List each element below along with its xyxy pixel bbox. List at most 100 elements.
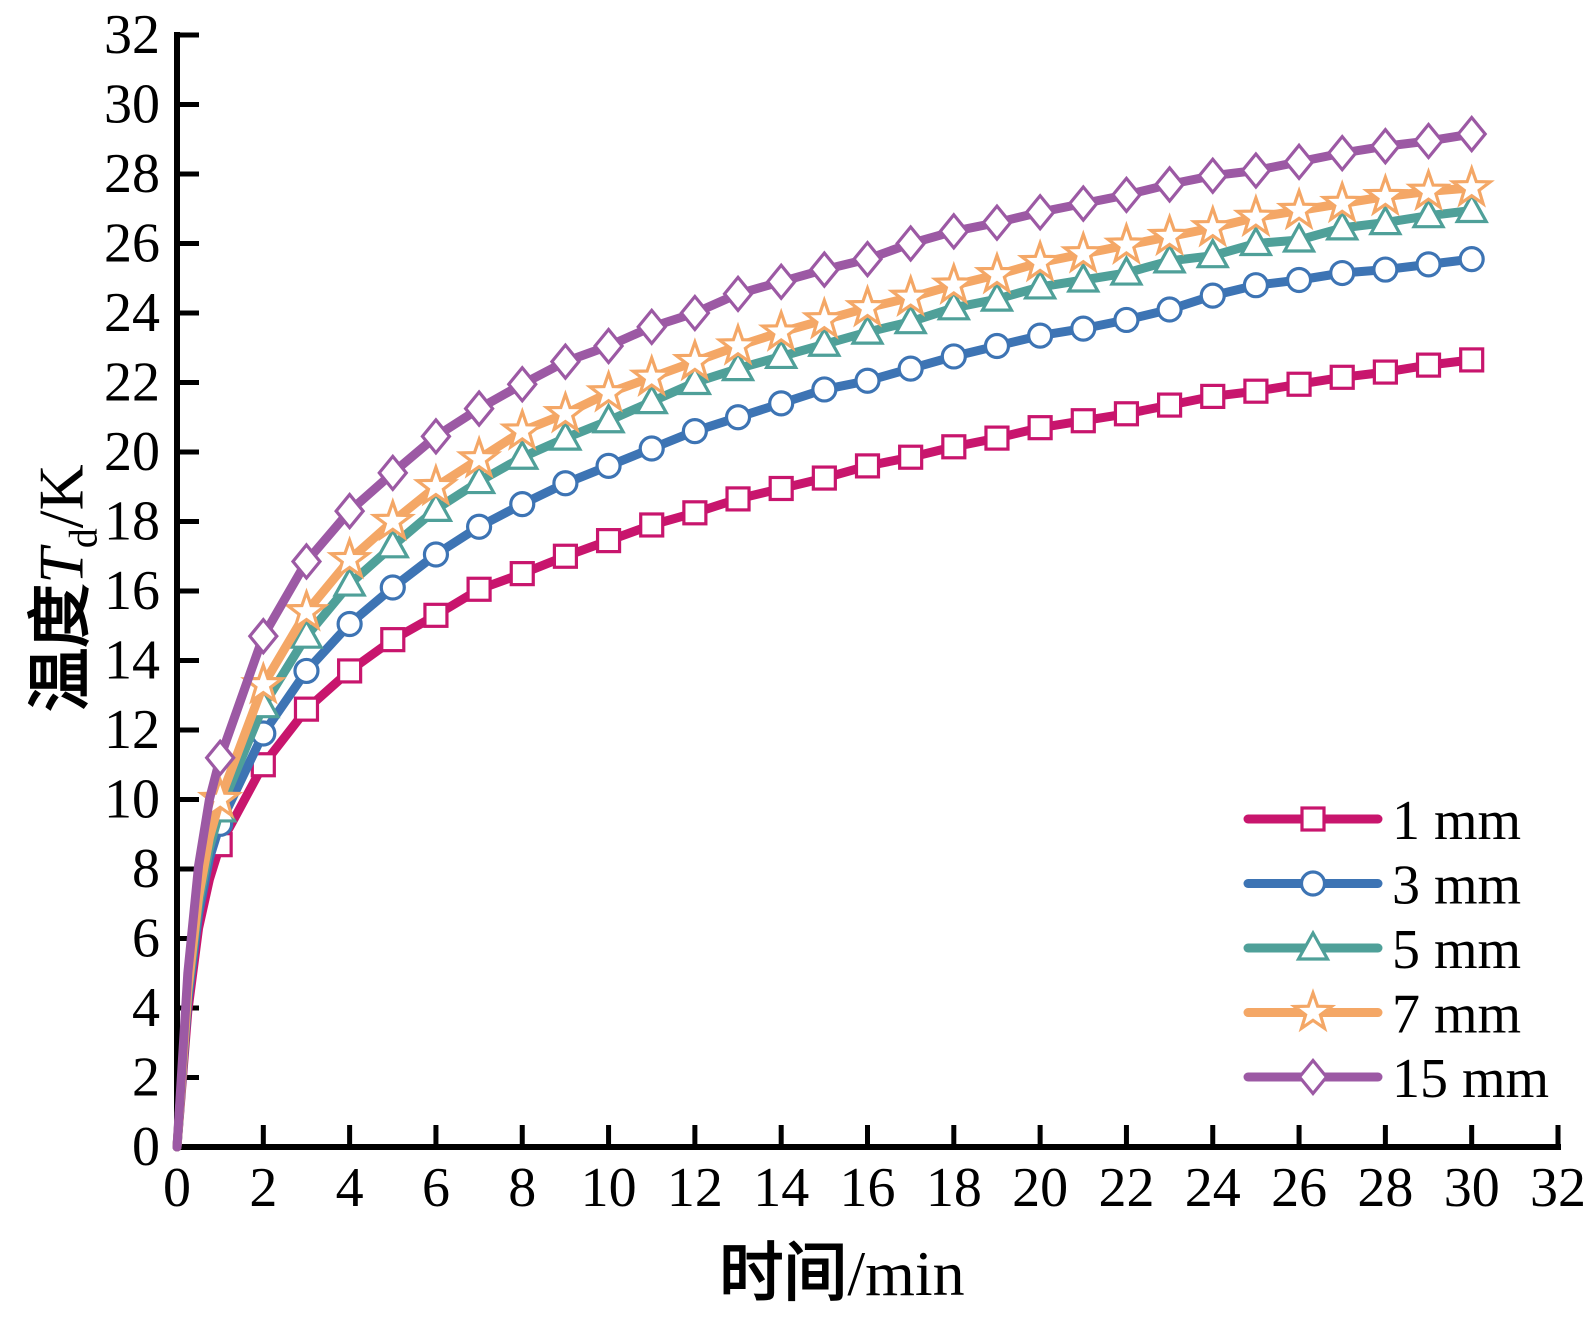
square-marker	[725, 486, 751, 512]
diamond-marker	[334, 492, 366, 531]
square-marker	[898, 444, 924, 470]
y-tick-label: 4	[132, 977, 160, 1039]
diamond-marker	[1283, 142, 1315, 181]
square-marker	[768, 475, 794, 502]
square-marker	[639, 512, 665, 538]
triangle-marker	[807, 325, 842, 357]
square-marker	[552, 543, 579, 569]
circle-marker	[509, 491, 536, 518]
circle-marker	[465, 513, 493, 540]
star-marker	[542, 389, 589, 434]
diamond-marker	[1110, 175, 1143, 214]
triangle-marker	[1066, 261, 1101, 293]
square-marker	[1329, 364, 1355, 390]
diamond-marker	[1154, 165, 1186, 204]
series-15-mm	[172, 115, 1488, 1152]
star-marker	[1448, 163, 1495, 208]
circle-marker	[1070, 315, 1097, 342]
triangle-marker	[505, 438, 540, 470]
triangle-marker	[1454, 192, 1489, 224]
square-marker	[1415, 352, 1442, 378]
square-marker	[811, 465, 837, 491]
diamond-marker	[679, 293, 711, 333]
y-tick-label: 22	[104, 352, 160, 414]
triangle-marker	[720, 350, 756, 382]
series-line	[172, 355, 1477, 1152]
circle-marker	[422, 541, 450, 568]
y-tick-label: 16	[104, 560, 160, 622]
legend-label: 3 mm	[1392, 855, 1521, 917]
legend-label: 15 mm	[1392, 1048, 1549, 1110]
star-marker	[1189, 203, 1236, 248]
series-5-mm	[172, 192, 1489, 1152]
y-tick-label: 10	[104, 769, 160, 831]
star-marker	[1319, 179, 1366, 224]
y-tick-label: 14	[104, 630, 160, 692]
star-marker	[757, 307, 805, 352]
tick-labels: 0 2 4 6 8 10 12 14 16 18 20 22 24 26 28 30 3202468101214…	[104, 4, 1586, 1219]
circle-marker	[724, 404, 752, 431]
circle-marker	[293, 657, 320, 685]
square-marker	[337, 658, 363, 684]
circle-marker	[1329, 259, 1356, 287]
square-marker	[1286, 371, 1312, 397]
legend-item-3-mm: 3 mm	[1243, 855, 1521, 917]
x-axis-title-cjk: 时间	[719, 1238, 848, 1309]
legend-item-1-mm: 1 mm	[1243, 790, 1521, 852]
star-marker	[412, 462, 460, 507]
diamond-marker	[851, 240, 884, 279]
triangle-marker	[677, 364, 713, 396]
x-tick-label: 2	[249, 1157, 277, 1219]
diamond-marker	[290, 542, 323, 581]
star-marker	[887, 272, 934, 318]
star-marker	[671, 337, 718, 382]
triangle-marker	[332, 565, 367, 597]
triangle-marker	[1295, 929, 1331, 961]
diamond-marker	[420, 417, 452, 456]
legend-label: 1 mm	[1392, 790, 1521, 852]
star-marker	[801, 295, 848, 340]
y-axis-title-subscript: d	[61, 528, 106, 549]
x-tick-label: 12	[667, 1157, 723, 1219]
diamond-marker	[938, 212, 970, 251]
diamond-marker	[1197, 156, 1229, 195]
y-axis-title-unit: /K	[25, 464, 97, 529]
circle-marker	[811, 376, 838, 403]
circle-marker	[1285, 266, 1313, 294]
triangle-marker	[1324, 209, 1360, 241]
circle-marker	[1199, 282, 1226, 309]
legend-item-15-mm: 15 mm	[1243, 1048, 1549, 1110]
circle-marker	[595, 452, 622, 479]
y-tick-label: 18	[104, 491, 160, 553]
star-marker	[455, 434, 503, 479]
square-marker	[984, 425, 1010, 451]
y-tick-label: 28	[104, 143, 160, 205]
diamond-marker	[1067, 184, 1099, 223]
x-axis-title: 时间/min	[177, 1222, 1507, 1314]
diamond-marker	[636, 307, 668, 346]
legend-label: 7 mm	[1392, 984, 1521, 1046]
diamond-marker	[549, 342, 581, 381]
legend-item-7-mm: 7 mm	[1243, 984, 1521, 1046]
star-marker	[196, 775, 244, 820]
square-marker	[380, 627, 406, 653]
y-tick-label: 8	[132, 838, 160, 900]
square-marker	[1156, 392, 1183, 418]
diamond-marker	[506, 365, 538, 404]
triangle-marker	[1152, 242, 1187, 274]
diamond-marker	[1412, 121, 1445, 161]
y-tick-label: 2	[132, 1047, 160, 1109]
diamond-marker	[592, 326, 625, 366]
diamond-marker	[895, 224, 927, 263]
star-marker	[326, 535, 373, 580]
x-tick-label: 26	[1271, 1157, 1327, 1219]
square-marker	[1027, 415, 1053, 441]
circle-marker	[1242, 272, 1270, 299]
star-marker	[1362, 172, 1409, 217]
triangle-marker	[936, 289, 972, 321]
square-marker	[1459, 347, 1485, 373]
triangle-marker	[1368, 204, 1403, 236]
diamond-marker	[1369, 127, 1401, 166]
